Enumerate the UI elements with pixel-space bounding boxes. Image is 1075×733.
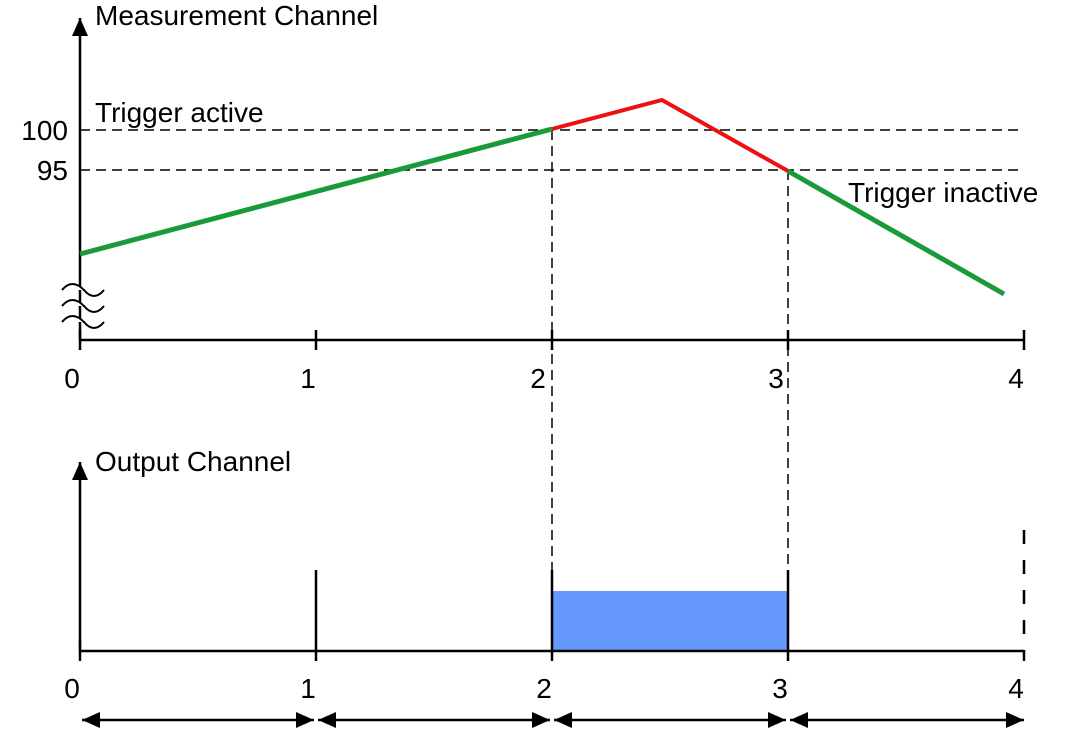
- signal-active: [551, 97, 789, 173]
- x-label: 3: [772, 673, 788, 704]
- x-label: 0: [64, 363, 80, 394]
- signal-inactive: [786, 168, 1006, 297]
- panel-title: Output Channel: [95, 446, 291, 477]
- axis-break: [61, 283, 105, 329]
- signal-inactive: [79, 126, 553, 257]
- measurement-panel: Measurement Channel 100 95 Trigger activ…: [21, 0, 1038, 570]
- output-panel: Output Channel 0 1 2 3 4: [64, 446, 1026, 728]
- x-label: 0: [64, 673, 80, 704]
- x-label: 2: [530, 363, 546, 394]
- x-label: 4: [1008, 673, 1024, 704]
- panel-title: Measurement Channel: [95, 0, 378, 31]
- annotation: Trigger inactive: [848, 177, 1038, 208]
- ticks: [78, 570, 790, 661]
- x-label: 4: [1008, 363, 1024, 394]
- annotation: Trigger active: [95, 97, 264, 128]
- output-active: [552, 591, 788, 651]
- x-label: 1: [300, 673, 316, 704]
- x-label: 2: [536, 673, 552, 704]
- x-label: 3: [768, 363, 784, 394]
- x-label: 1: [300, 363, 316, 394]
- y-label: 100: [21, 115, 68, 146]
- y-label: 95: [37, 155, 68, 186]
